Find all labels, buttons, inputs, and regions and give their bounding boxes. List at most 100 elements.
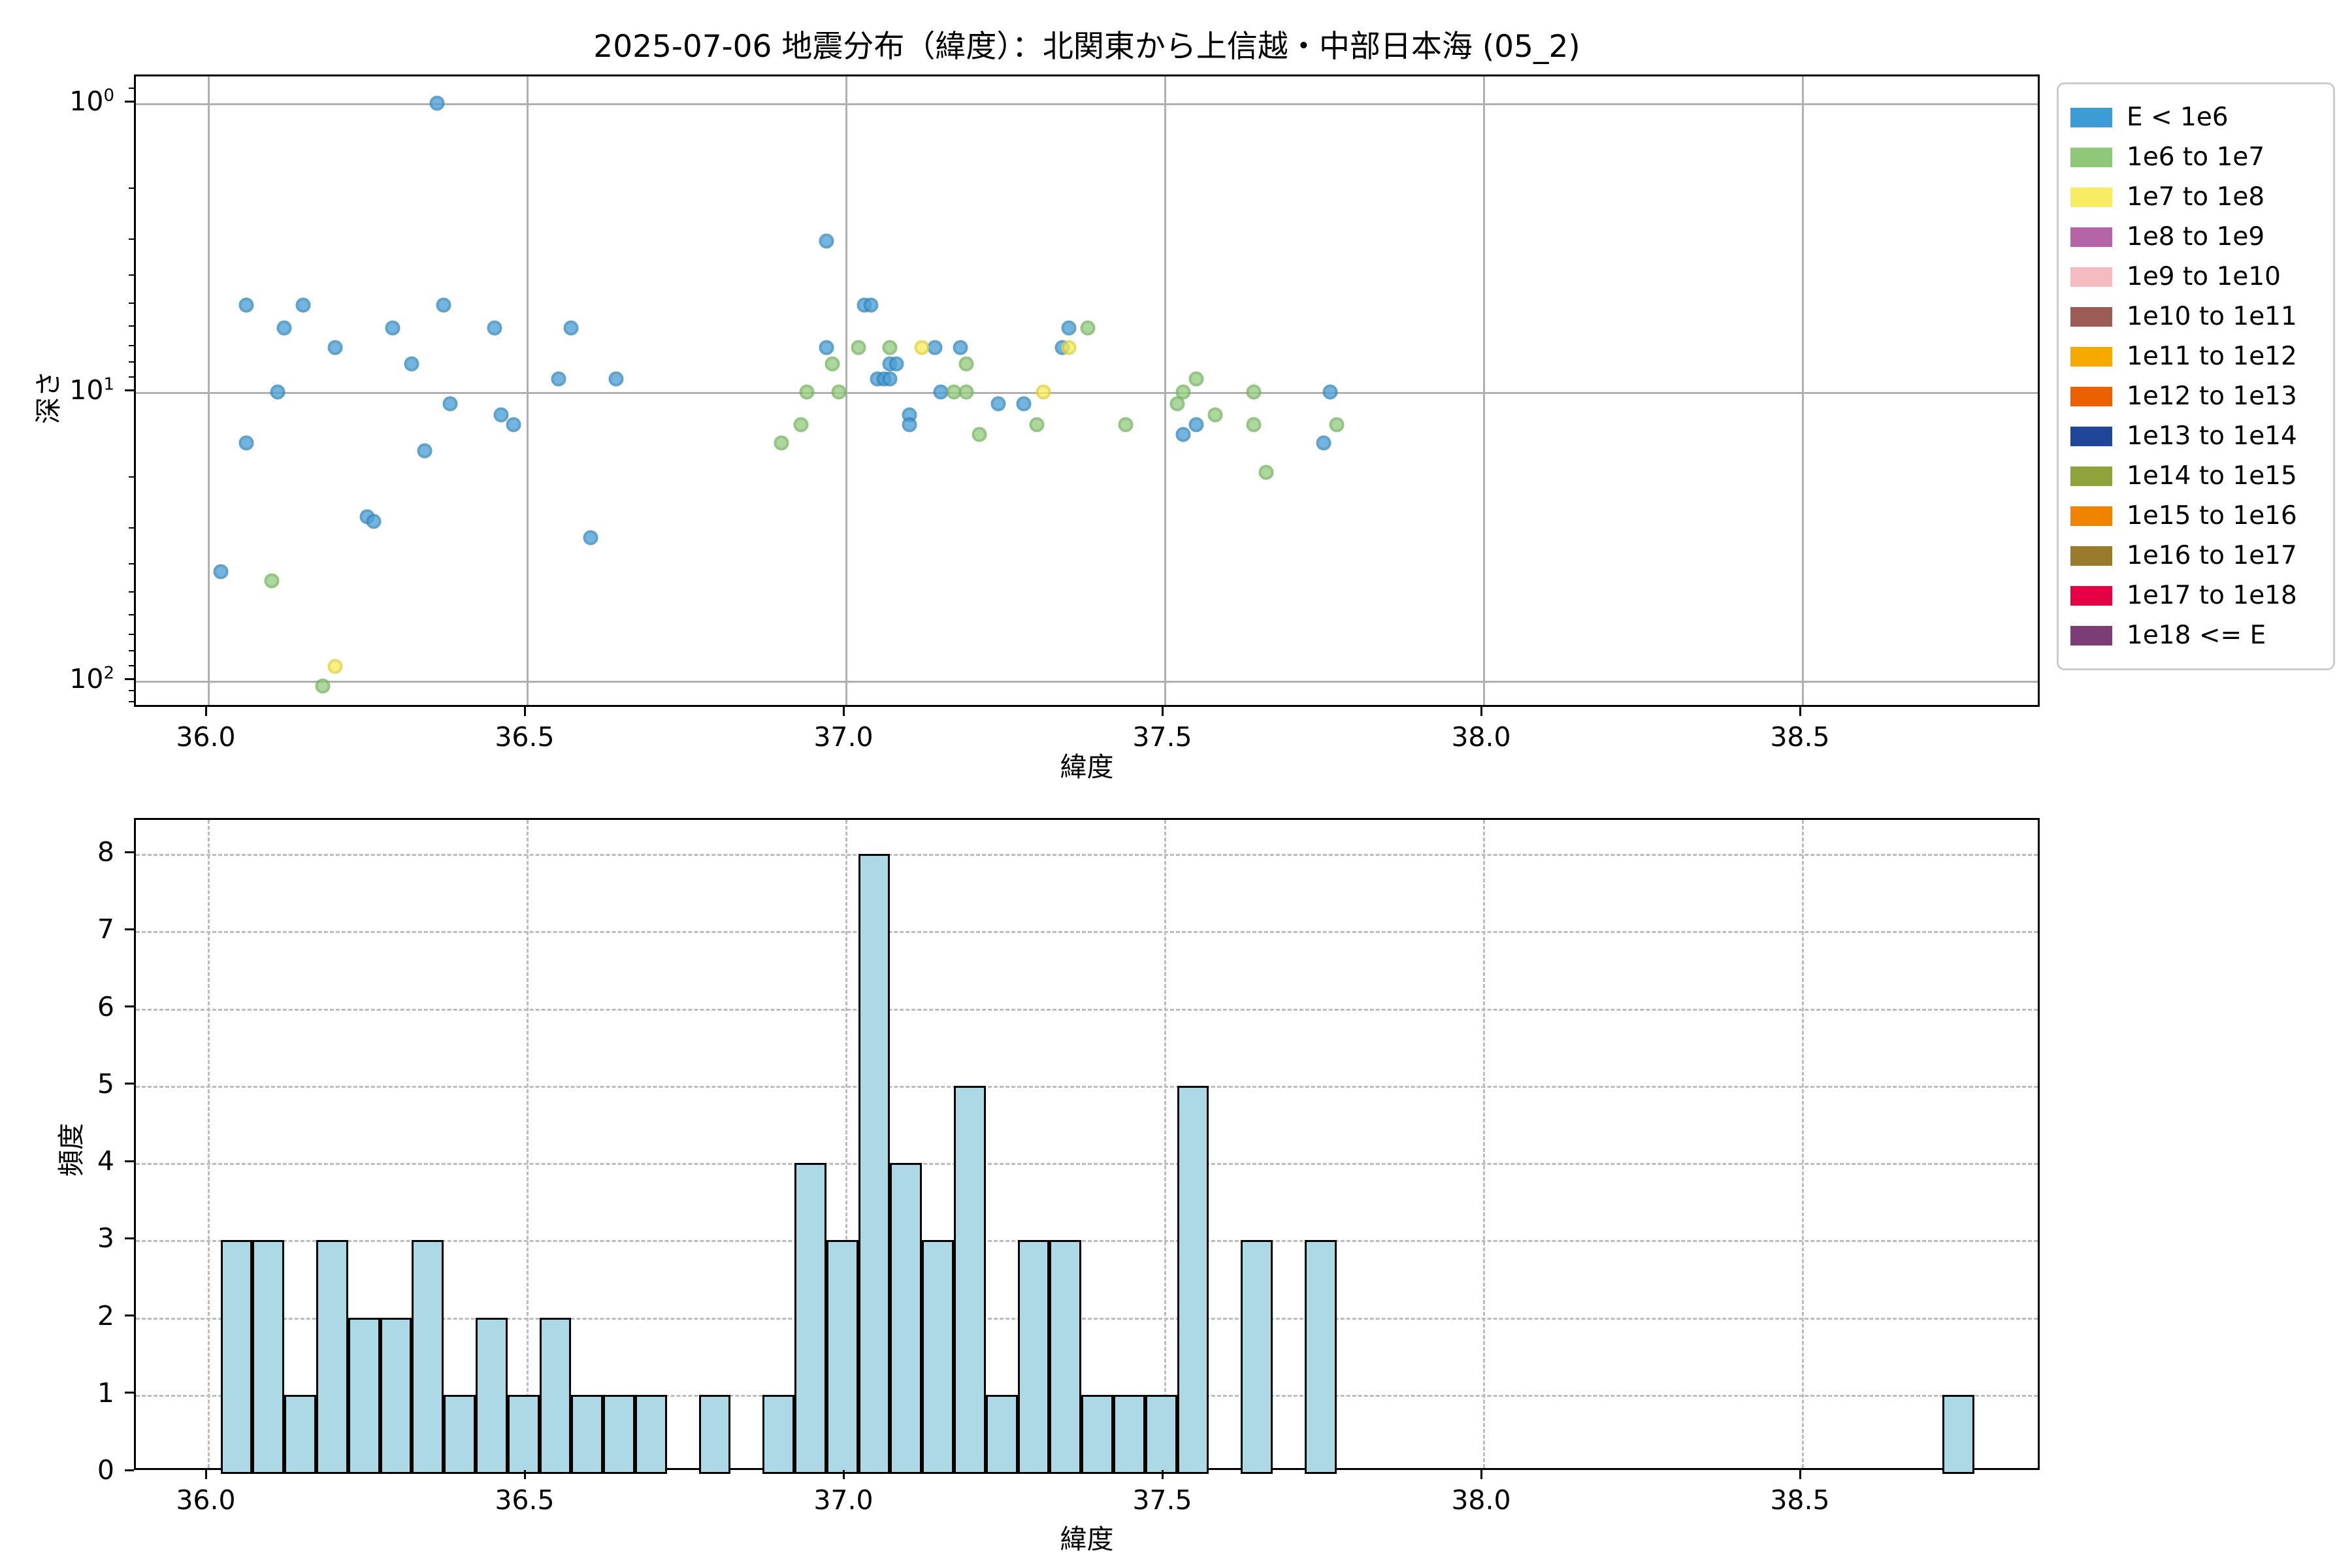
legend-row: E < 1e6: [2070, 97, 2321, 137]
legend-label: 1e6 to 1e7: [2127, 142, 2265, 172]
hist-x-tick-label: 37.5: [1132, 1484, 1192, 1516]
legend-label: 1e8 to 1e9: [2127, 222, 2265, 252]
legend-swatch: [2070, 346, 2112, 367]
scatter-y-tick: [125, 100, 134, 103]
hist-bar: [794, 1163, 826, 1474]
scatter-point: [1061, 340, 1077, 355]
legend-swatch: [2070, 506, 2112, 526]
legend-row: 1e10 to 1e11: [2070, 297, 2321, 336]
hist-bar: [953, 1085, 986, 1474]
hist-bar: [1304, 1240, 1337, 1474]
scatter-point: [551, 371, 566, 387]
legend-label: 1e16 to 1e17: [2127, 541, 2297, 570]
hist-y-tick-label: 7: [97, 913, 114, 945]
scatter-point: [1207, 407, 1223, 423]
hist-bar: [826, 1240, 858, 1474]
scatter-point: [315, 678, 331, 694]
scatter-point: [882, 371, 898, 387]
legend-row: 1e8 to 1e9: [2070, 217, 2321, 257]
legend-swatch: [2070, 426, 2112, 446]
legend-swatch: [2070, 585, 2112, 606]
hist-bar: [985, 1394, 1018, 1474]
scatter-y-minor-tick: [129, 527, 134, 529]
hist-gridline-y: [136, 1240, 2038, 1243]
hist-y-tick-label: 8: [97, 836, 114, 868]
scatter-point: [819, 233, 834, 249]
scatter-point: [583, 530, 598, 546]
scatter-point: [436, 297, 451, 313]
scatter-point: [608, 371, 624, 387]
legend-label: 1e7 to 1e8: [2127, 182, 2265, 212]
hist-bar: [1942, 1394, 1974, 1474]
hist-y-tick-label: 5: [97, 1068, 114, 1100]
histogram-plot: [134, 818, 2040, 1474]
scatter-y-minor-tick: [129, 690, 134, 692]
legend-swatch: [2070, 187, 2112, 207]
hist-bar: [539, 1317, 572, 1474]
scatter-point: [1322, 384, 1338, 400]
legend-row: 1e16 to 1e17: [2070, 536, 2321, 576]
scatter-point: [276, 320, 292, 336]
scatter-y-minor-tick: [129, 361, 134, 363]
hist-gridline-x: [527, 820, 529, 1468]
hist-gridline-x: [1164, 820, 1166, 1468]
scatter-gridline-x: [1483, 76, 1485, 705]
legend-row: 1e11 to 1e12: [2070, 336, 2321, 376]
scatter-point: [238, 297, 254, 313]
hist-y-tick: [125, 1392, 134, 1394]
scatter-point: [774, 435, 789, 451]
scatter-point: [417, 443, 433, 459]
hist-bar: [1177, 1085, 1209, 1474]
legend-row: 1e14 to 1e15: [2070, 456, 2321, 496]
scatter-y-tick: [125, 678, 134, 680]
scatter-point: [429, 95, 445, 111]
legend-label: 1e13 to 1e14: [2127, 421, 2297, 451]
scatter-x-tick: [843, 707, 845, 716]
scatter-gridline-y: [136, 392, 2038, 394]
hist-bar: [412, 1240, 444, 1474]
hist-y-tick: [125, 1005, 134, 1007]
scatter-x-tick-label: 36.5: [495, 721, 555, 753]
hist-bar: [1081, 1394, 1113, 1474]
scatter-gridline-y: [136, 103, 2038, 105]
legend-label: 1e11 to 1e12: [2127, 342, 2297, 371]
hist-gridline-x: [845, 820, 847, 1468]
scatter-point: [958, 384, 974, 400]
hist-bar: [603, 1394, 635, 1474]
legend-swatch: [2070, 227, 2112, 247]
hist-bar: [922, 1240, 954, 1474]
hist-y-tick-label: 1: [97, 1377, 114, 1409]
scatter-y-minor-tick: [129, 376, 134, 378]
scatter-point: [1316, 435, 1331, 451]
scatter-x-tick: [1480, 707, 1482, 716]
scatter-y-minor-tick: [129, 188, 134, 189]
scatter-point: [799, 384, 815, 400]
scatter-y-minor-tick: [129, 274, 134, 276]
scatter-gridline-x: [1802, 76, 1804, 705]
scatter-point: [882, 340, 898, 355]
hist-gridline-y: [136, 1085, 2038, 1088]
scatter-point: [793, 417, 809, 433]
scatter-x-tick: [1799, 707, 1801, 716]
hist-bar: [1241, 1240, 1273, 1474]
scatter-gridline-y: [136, 681, 2038, 683]
scatter-point: [1329, 417, 1345, 433]
scatter-y-tick-label: 101: [69, 374, 114, 406]
hist-bar: [252, 1240, 285, 1474]
scatter-y-minor-tick: [129, 563, 134, 565]
scatter-gridline-x: [1164, 76, 1166, 705]
legend-row: 1e15 to 1e16: [2070, 496, 2321, 536]
hist-y-tick-label: 3: [97, 1222, 114, 1254]
legend-row: 1e18 <= E: [2070, 615, 2321, 655]
hist-x-tick-label: 38.5: [1770, 1484, 1830, 1516]
hist-y-tick: [125, 928, 134, 930]
scatter-point: [851, 340, 866, 355]
hist-bar: [1145, 1394, 1177, 1474]
legend: E < 1e6 1e6 to 1e7 1e7 to 1e8 1e8 to 1e9 1e9…: [2057, 82, 2335, 670]
scatter-point: [1175, 384, 1191, 400]
scatter-point: [493, 407, 509, 423]
hist-y-tick: [125, 1315, 134, 1316]
scatter-x-tick-label: 38.5: [1770, 721, 1830, 753]
hist-y-tick: [125, 851, 134, 853]
